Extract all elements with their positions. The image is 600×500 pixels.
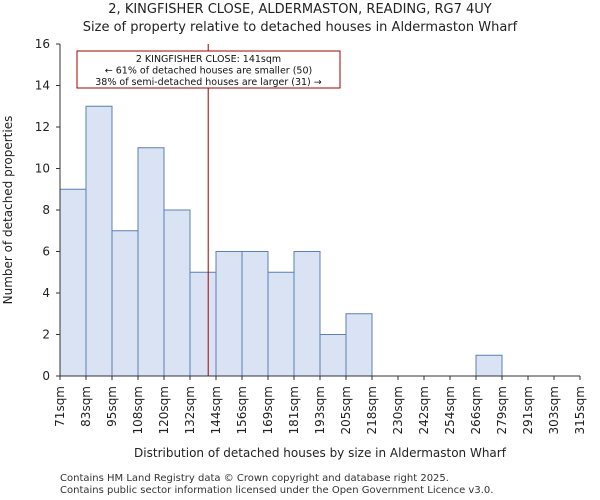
x-tick-label: 315sqm — [573, 386, 587, 434]
y-tick-label: 14 — [35, 79, 50, 93]
bar — [85, 105, 113, 377]
x-tick-label: 303sqm — [547, 386, 561, 434]
x-tick-label: 205sqm — [339, 386, 353, 434]
x-tick-label: 254sqm — [443, 386, 457, 434]
y-tick-label: 8 — [42, 203, 50, 217]
x-tick-label: 279sqm — [495, 386, 509, 434]
x-tick-label: 156sqm — [235, 386, 249, 434]
bar — [163, 209, 191, 377]
x-tick-label: 144sqm — [209, 386, 223, 434]
y-axis-label: Number of detached properties — [1, 116, 15, 305]
y-tick-label: 6 — [42, 245, 50, 259]
annotation-line-2: ← 61% of detached houses are smaller (50… — [105, 66, 312, 77]
bar — [241, 251, 269, 377]
annotation-box — [76, 50, 341, 89]
x-tick-label: 108sqm — [131, 386, 145, 434]
y-tick-label: 4 — [42, 286, 50, 300]
chart-title: 2, KINGFISHER CLOSE, ALDERMASTON, READIN… — [108, 2, 492, 17]
bar — [293, 251, 321, 377]
x-tick-label: 242sqm — [417, 386, 431, 434]
x-tick-label: 230sqm — [391, 386, 405, 434]
bar — [475, 354, 503, 377]
y-tick-label: 0 — [42, 369, 50, 383]
footer-copyright: Contains HM Land Registry data © Crown c… — [60, 473, 449, 484]
x-tick-label: 120sqm — [157, 386, 171, 434]
annotation-line-3: 38% of semi-detached houses are larger (… — [95, 77, 322, 88]
y-tick-label: 10 — [35, 162, 50, 176]
x-tick-label: 71sqm — [53, 386, 67, 427]
y-tick-label: 16 — [35, 37, 50, 51]
bar — [345, 313, 373, 377]
bar — [137, 147, 165, 377]
footer-licence: Contains public sector information licen… — [60, 485, 494, 496]
x-tick-label: 95sqm — [105, 386, 119, 427]
x-axis-label: Distribution of detached houses by size … — [134, 446, 507, 460]
bar — [189, 271, 217, 377]
x-tick-label: 83sqm — [79, 386, 93, 427]
bar — [215, 251, 243, 377]
y-tick-label: 2 — [42, 328, 50, 342]
annotation-line-1: 2 KINGFISHER CLOSE: 141sqm — [136, 54, 281, 65]
x-tick-label: 291sqm — [521, 386, 535, 434]
bar — [111, 230, 139, 377]
x-tick-label: 218sqm — [365, 386, 379, 434]
bar — [267, 271, 295, 377]
y-tick-label: 12 — [35, 120, 50, 134]
bar — [319, 334, 347, 377]
x-tick-label: 132sqm — [183, 386, 197, 434]
chart-subtitle: Size of property relative to detached ho… — [82, 20, 518, 35]
x-tick-label: 193sqm — [313, 386, 327, 434]
x-tick-label: 266sqm — [469, 386, 483, 434]
x-tick-label: 181sqm — [287, 386, 301, 434]
bar — [59, 188, 87, 377]
x-tick-label: 169sqm — [261, 386, 275, 434]
